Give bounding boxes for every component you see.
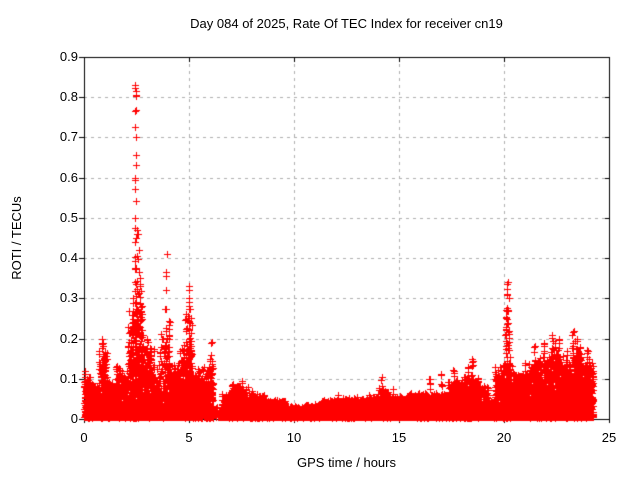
y-axis-title: ROTI / TECUs xyxy=(9,196,24,280)
x-tick-label: 0 xyxy=(80,430,88,445)
y-tick-label: 0.7 xyxy=(59,129,78,145)
x-axis-title: GPS time / hours xyxy=(297,455,396,470)
y-tick-label: 0.9 xyxy=(59,49,78,64)
x-tick-label: 15 xyxy=(391,430,407,445)
y-tick-label: 0.6 xyxy=(59,169,78,185)
x-tick-label: 5 xyxy=(185,430,193,445)
y-tick-label: 0.1 xyxy=(59,370,78,386)
y-tick-label: 0.3 xyxy=(59,290,78,306)
y-tick-label: 0 xyxy=(70,411,78,426)
chart-title: Day 084 of 2025, Rate Of TEC Index for r… xyxy=(190,16,503,31)
y-tick-label: 0.4 xyxy=(59,250,78,266)
x-tick-label: 25 xyxy=(601,430,617,445)
x-tick-label: 10 xyxy=(286,430,302,445)
y-tick-label: 0.2 xyxy=(59,330,78,346)
y-tick-label: 0.5 xyxy=(59,209,78,225)
x-tick-label: 20 xyxy=(496,430,512,445)
y-tick-label: 0.8 xyxy=(59,89,78,105)
